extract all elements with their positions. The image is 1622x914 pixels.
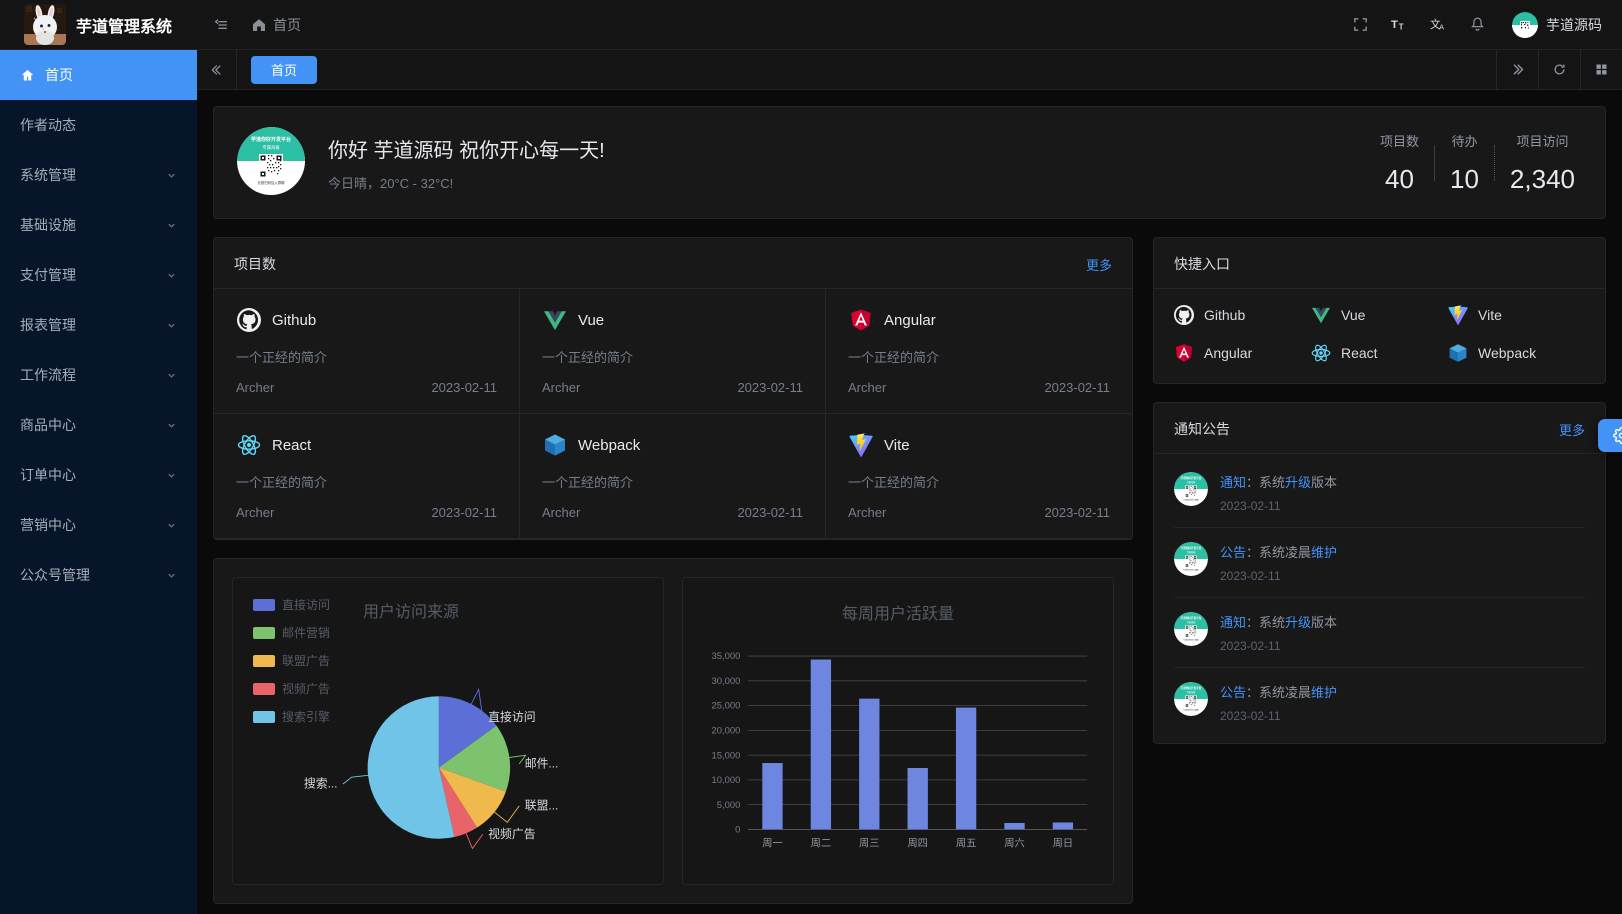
svg-text:25,000: 25,000: [712, 701, 741, 712]
svg-text:邮件...: 邮件...: [525, 757, 559, 771]
svg-text:直接访问: 直接访问: [488, 710, 535, 724]
svg-text:周一: 周一: [762, 838, 782, 850]
svg-text:30,000: 30,000: [712, 676, 741, 687]
svg-text:搜索...: 搜索...: [304, 777, 338, 791]
svg-text:20,000: 20,000: [712, 726, 741, 737]
svg-text:周三: 周三: [859, 838, 879, 850]
svg-text:周二: 周二: [811, 838, 831, 850]
svg-text:15,000: 15,000: [712, 750, 741, 761]
svg-text:视频广告: 视频广告: [488, 827, 536, 841]
svg-text:长按扫码加入群聊: 长按扫码加入群聊: [257, 180, 285, 185]
svg-text:芋道你好开发平台: 芋道你好开发平台: [1181, 616, 1202, 620]
svg-text:芋道你好开发平台: 芋道你好开发平台: [1181, 476, 1202, 480]
svg-text:5,000: 5,000: [717, 800, 741, 811]
svg-text:周五: 周五: [956, 838, 976, 850]
svg-text:芋道你好开发平台: 芋道你好开发平台: [251, 136, 291, 143]
svg-text:T: T: [1391, 19, 1398, 31]
svg-text:联盟...: 联盟...: [525, 799, 559, 813]
svg-text:周六: 周六: [1004, 838, 1024, 850]
svg-text:专属海报: 专属海报: [262, 144, 280, 151]
svg-text:0: 0: [735, 825, 740, 836]
svg-text:周日: 周日: [1053, 838, 1073, 850]
svg-text:芋道你好开发平台: 芋道你好开发平台: [1181, 546, 1202, 550]
svg-text:T: T: [1399, 22, 1404, 31]
svg-text:A: A: [1439, 23, 1444, 31]
svg-text:周四: 周四: [907, 838, 927, 850]
svg-text:10,000: 10,000: [712, 775, 741, 786]
svg-text:35,000: 35,000: [712, 651, 741, 662]
svg-text:芋道你好开发平台: 芋道你好开发平台: [1181, 686, 1202, 690]
